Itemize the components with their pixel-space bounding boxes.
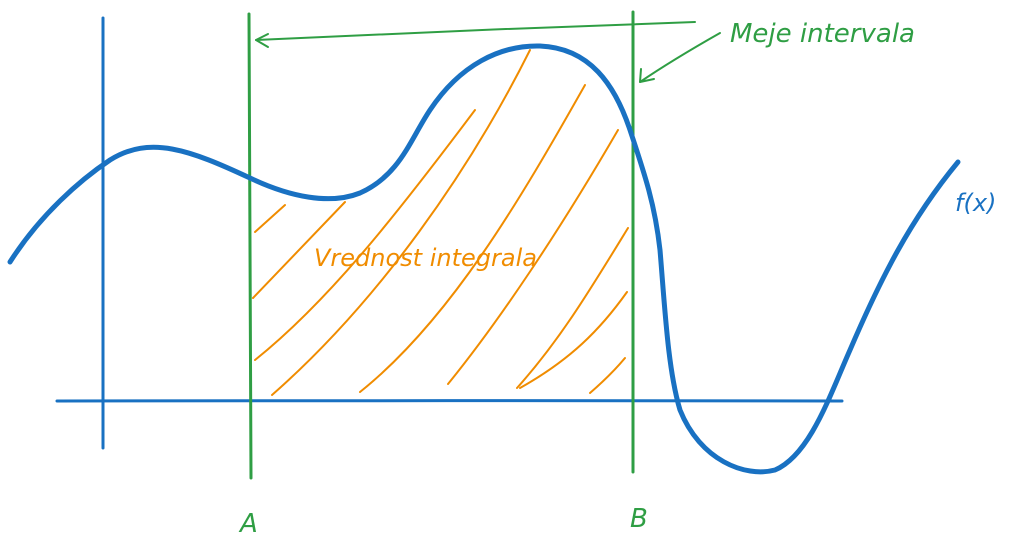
hatch-line xyxy=(589,357,626,394)
hatch-line xyxy=(252,201,346,299)
hatch-line xyxy=(271,49,531,396)
arrow-to-bound-a xyxy=(255,21,696,48)
hatch-line xyxy=(254,204,286,233)
bound-line-a xyxy=(247,12,253,480)
hatch-line xyxy=(254,109,476,361)
integral-area-hatch xyxy=(252,49,629,396)
arrow-to-bound-b xyxy=(639,32,721,83)
hatch-line xyxy=(519,291,628,389)
interval-bounds-label: Meje intervala xyxy=(730,19,915,49)
bound-a-label: A xyxy=(238,509,258,539)
hatch-line xyxy=(359,84,586,393)
hatch-line xyxy=(447,129,619,385)
function-label: f(x) xyxy=(955,189,996,217)
integral-value-label: Vrednost integrala xyxy=(314,244,537,272)
hatch-line xyxy=(516,227,629,389)
bound-b-label: B xyxy=(630,504,648,534)
function-curve xyxy=(7,43,961,475)
